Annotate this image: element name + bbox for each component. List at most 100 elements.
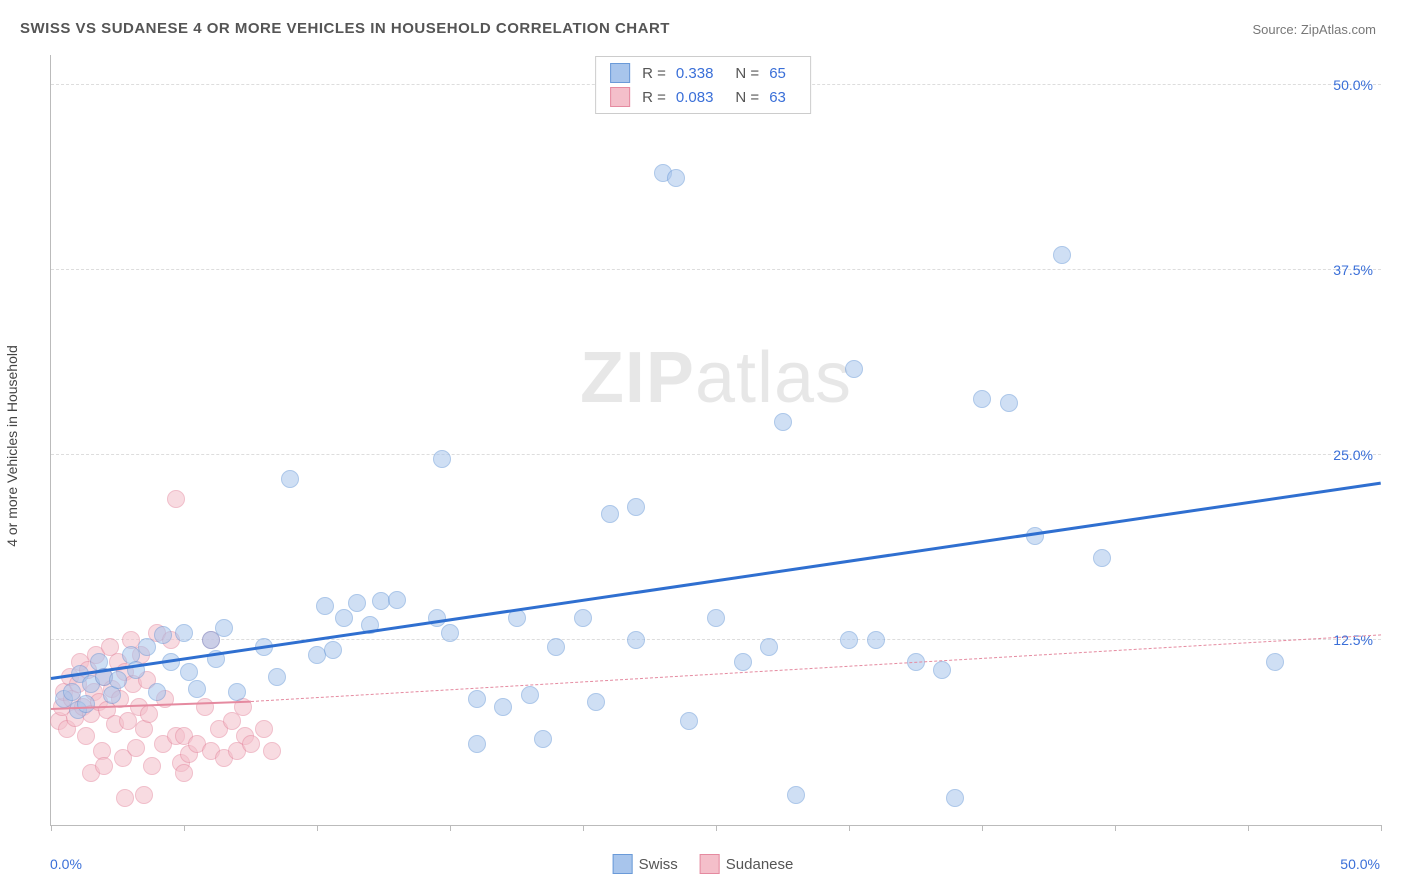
legend-stats-row: R = 0.338 N = 65 (596, 61, 810, 85)
x-tick (317, 825, 318, 831)
gridline (51, 269, 1381, 270)
data-point (468, 690, 486, 708)
data-point (127, 739, 145, 757)
legend-item: Swiss (613, 854, 678, 874)
n-value: 65 (769, 65, 786, 82)
data-point (148, 683, 166, 701)
x-tick (849, 825, 850, 831)
trend-line (250, 634, 1381, 702)
r-value: 0.083 (676, 89, 714, 106)
x-tick (1115, 825, 1116, 831)
data-point (787, 786, 805, 804)
data-point (281, 470, 299, 488)
chart-title: SWISS VS SUDANESE 4 OR MORE VEHICLES IN … (20, 20, 670, 37)
data-point (933, 661, 951, 679)
data-point (587, 693, 605, 711)
legend-label: Sudanese (726, 856, 794, 873)
data-point (215, 619, 233, 637)
data-point (135, 786, 153, 804)
data-point (734, 653, 752, 671)
series-legend: Swiss Sudanese (613, 854, 794, 874)
y-tick-label: 37.5% (1333, 262, 1373, 278)
data-point (521, 686, 539, 704)
x-tick (51, 825, 52, 831)
x-axis-min-label: 0.0% (50, 856, 82, 872)
gridline (51, 454, 1381, 455)
data-point (138, 638, 156, 656)
data-point (263, 742, 281, 760)
legend-swatch (613, 854, 633, 874)
r-label: R = (642, 65, 666, 82)
data-point (1053, 246, 1071, 264)
data-point (324, 641, 342, 659)
x-tick (716, 825, 717, 831)
x-tick (1381, 825, 1382, 831)
data-point (601, 505, 619, 523)
legend-swatch (610, 87, 630, 107)
data-point (707, 609, 725, 627)
data-point (175, 764, 193, 782)
data-point (1266, 653, 1284, 671)
data-point (388, 591, 406, 609)
data-point (627, 498, 645, 516)
data-point (867, 631, 885, 649)
data-point (175, 624, 193, 642)
data-point (335, 609, 353, 627)
data-point (534, 730, 552, 748)
data-point (627, 631, 645, 649)
trend-line (51, 481, 1381, 679)
data-point (167, 490, 185, 508)
data-point (196, 698, 214, 716)
legend-label: Swiss (639, 856, 678, 873)
data-point (242, 735, 260, 753)
legend-item: Sudanese (700, 854, 794, 874)
r-value: 0.338 (676, 65, 714, 82)
x-tick (450, 825, 451, 831)
legend-stats-row: R =0.083N =63 (596, 85, 810, 109)
data-point (77, 727, 95, 745)
x-axis-max-label: 50.0% (1340, 856, 1380, 872)
data-point (547, 638, 565, 656)
data-point (1000, 394, 1018, 412)
data-point (840, 631, 858, 649)
data-point (268, 668, 286, 686)
data-point (228, 683, 246, 701)
data-point (143, 757, 161, 775)
y-axis-label: 4 or more Vehicles in Household (4, 345, 20, 547)
data-point (116, 789, 134, 807)
data-point (109, 671, 127, 689)
data-point (154, 626, 172, 644)
data-point (255, 720, 273, 738)
n-label: N = (735, 89, 759, 106)
data-point (845, 360, 863, 378)
data-point (946, 789, 964, 807)
data-point (223, 712, 241, 730)
data-point (680, 712, 698, 730)
r-label: R = (642, 89, 666, 106)
data-point (433, 450, 451, 468)
legend-swatch (700, 854, 720, 874)
data-point (774, 413, 792, 431)
data-point (77, 695, 95, 713)
data-point (494, 698, 512, 716)
gridline (51, 639, 1381, 640)
data-point (973, 390, 991, 408)
data-point (95, 757, 113, 775)
data-point (180, 663, 198, 681)
correlation-legend: R =0.338N =65R =0.083N =63 (595, 56, 811, 114)
data-point (1093, 549, 1111, 567)
y-tick-label: 50.0% (1333, 77, 1373, 93)
watermark: ZIPatlas (580, 337, 852, 419)
y-tick-label: 25.0% (1333, 447, 1373, 463)
data-point (348, 594, 366, 612)
n-label: N = (735, 65, 759, 82)
data-point (140, 705, 158, 723)
plot-area: ZIPatlas 12.5%25.0%37.5%50.0% (50, 55, 1381, 826)
data-point (760, 638, 778, 656)
x-tick (583, 825, 584, 831)
x-tick (982, 825, 983, 831)
legend-swatch (610, 63, 630, 83)
x-tick (184, 825, 185, 831)
data-point (316, 597, 334, 615)
data-point (468, 735, 486, 753)
